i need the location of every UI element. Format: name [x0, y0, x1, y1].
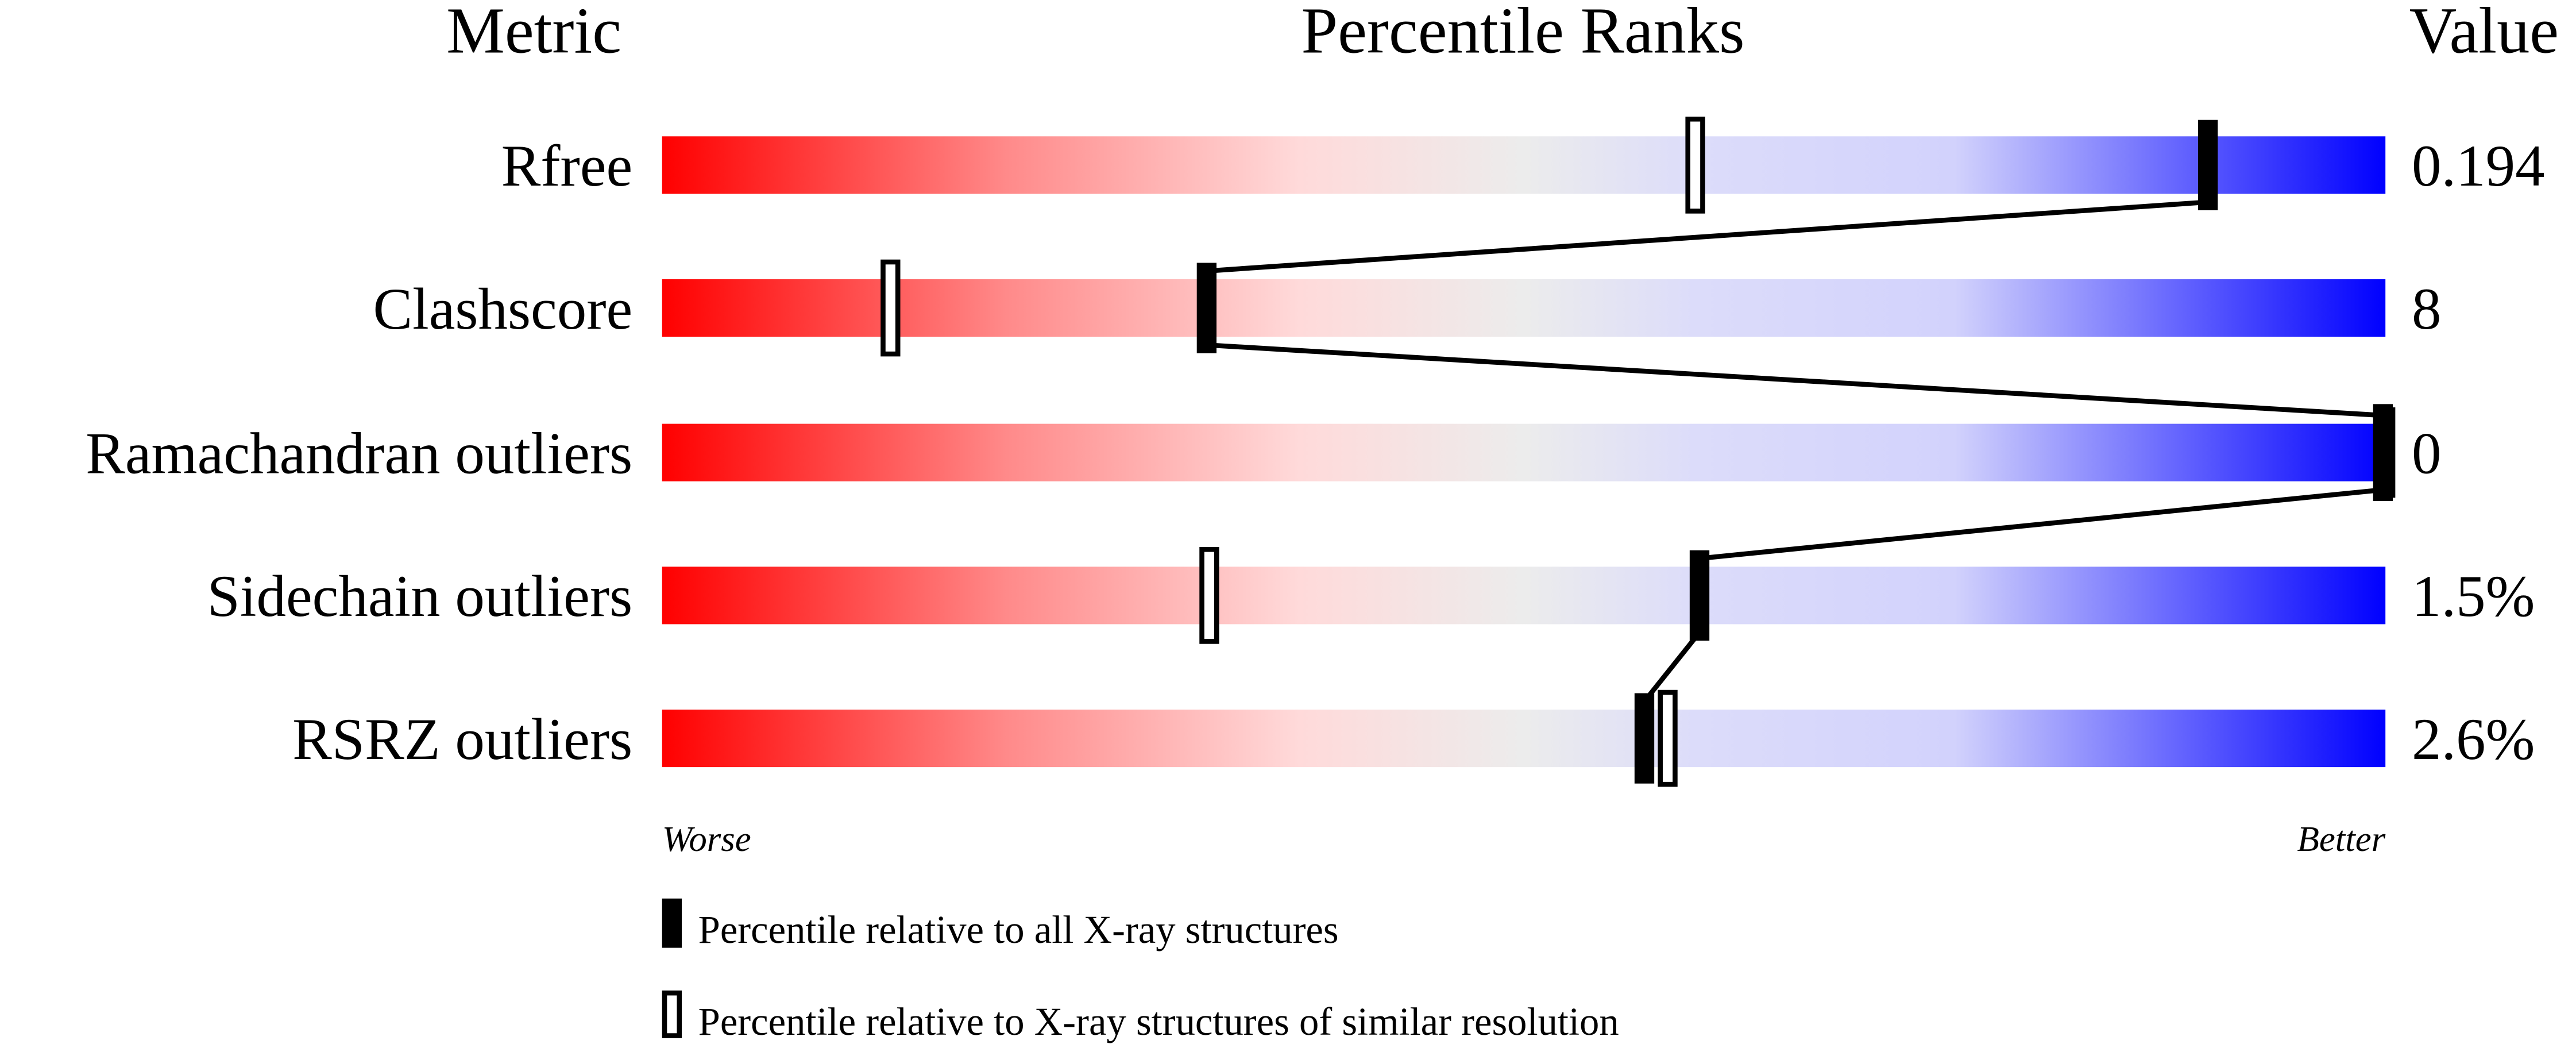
- metric-label: Sidechain outliers: [207, 564, 633, 629]
- metric-value: 0.194: [2412, 133, 2545, 199]
- header-metric: Metric: [446, 0, 621, 67]
- legend-all-swatch: [662, 898, 682, 948]
- percentile-link-line: [1699, 487, 2386, 561]
- percentile-bar: [662, 423, 2386, 481]
- marker-similar-resolution: [1199, 547, 1219, 644]
- legend-all-label: Percentile relative to all X-ray structu…: [698, 908, 1339, 951]
- metric-value: 8: [2412, 276, 2441, 342]
- marker-all-structures: [2376, 407, 2396, 498]
- marker-similar-resolution: [880, 259, 901, 357]
- metric-value: 1.5%: [2412, 564, 2535, 629]
- percentile-bar: [662, 710, 2386, 768]
- metric-label: Clashscore: [373, 276, 632, 342]
- marker-all-structures: [1689, 550, 1710, 641]
- marker-similar-resolution: [1658, 689, 1678, 787]
- metric-value: 2.6%: [2412, 707, 2535, 772]
- percentile-bar: [662, 136, 2386, 194]
- better-label: Better: [2297, 819, 2385, 859]
- percentile-bar: [662, 279, 2386, 337]
- percentile-link-line: [1642, 631, 1702, 703]
- legend-similar-swatch: [662, 990, 682, 1038]
- header-value: Value: [2409, 0, 2559, 67]
- percentile-bar: [662, 567, 2386, 625]
- marker-all-structures: [1196, 263, 1217, 353]
- metric-label: Rfree: [501, 133, 633, 199]
- percentile-link-line: [1206, 342, 2386, 418]
- marker-all-structures: [2197, 120, 2218, 210]
- metric-value: 0: [2412, 421, 2441, 486]
- header-percentile-ranks: Percentile Ranks: [1301, 0, 1745, 67]
- metric-label: RSRZ outliers: [292, 707, 632, 772]
- worse-label: Worse: [662, 819, 751, 859]
- percentile-link-line: [1206, 199, 2208, 274]
- legend-similar-label: Percentile relative to X-ray structures …: [698, 1000, 1619, 1043]
- marker-similar-resolution: [1685, 116, 1705, 214]
- marker-all-structures: [1634, 693, 1655, 784]
- metric-label: Ramachandran outliers: [86, 421, 632, 486]
